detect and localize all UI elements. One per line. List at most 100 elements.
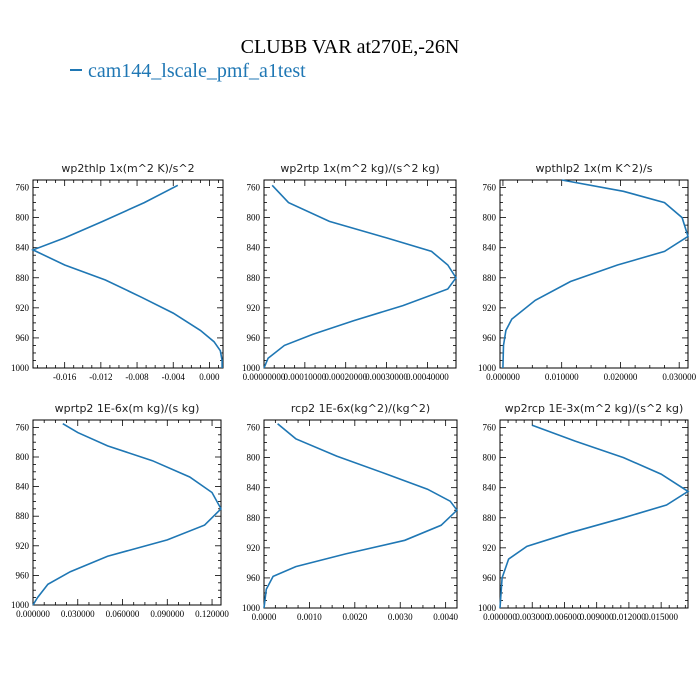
y-tick-label: 1000 [478,363,497,373]
y-tick-label: 880 [483,513,497,523]
y-tick-label: 920 [483,543,497,553]
x-tick-label: 0.000000 [486,372,520,382]
plot-panel-5: rcp2 1E-6x(kg^2)/(kg^2) 760 800 840 880 920 96… [242,402,459,622]
y-tick-label: 960 [16,570,30,580]
y-tick-label: 840 [247,243,261,253]
y-tick-label: 760 [16,422,30,432]
y-tick-label: 760 [483,183,497,193]
plot-panel-4: wprtp2 1E-6x(m kg)/(s kg) 760 800 840 880 920… [11,402,229,619]
x-tick-label: -0.008 [125,372,149,382]
y-tick-label: 960 [247,333,261,343]
y-tick-label: 840 [16,243,30,253]
y-tick-label: 760 [483,423,497,433]
plot-panel-3: wpthlp2 1x(m K^2)/s 760 800 840 880 920 960 100… [478,162,697,382]
x-tick-label: 0.003000 [515,612,549,622]
y-tick-label: 840 [483,483,497,493]
y-tick-label: 960 [247,573,261,583]
y-tick-label: 1000 [478,603,497,613]
plot-frame [499,179,689,369]
plot-frame [499,419,689,609]
x-tick-label: -0.004 [162,372,186,382]
legend: cam144_lscale_pmf_a1test [70,60,306,83]
x-tick-label: 0.0020 [342,612,367,622]
y-tick-label: 800 [16,213,30,223]
y-tick-label: 1000 [11,363,30,373]
y-tick-label: 960 [16,333,30,343]
plot-frame [263,419,458,609]
y-tick-label: 1000 [242,363,261,373]
x-tick-label: 0.00020000 [324,372,367,382]
x-tick-label: 0.009000 [580,612,614,622]
x-tick-label: 0.0040 [433,612,458,622]
x-tick-label: 0.010000 [545,372,579,382]
x-tick-label: -0.016 [53,372,77,382]
y-tick-label: 880 [16,511,30,521]
panel-title: wpthlp2 1x(m K^2)/s [536,162,653,175]
series-line [32,423,222,606]
figure-title: CLUBB VAR at270E,-26N [240,36,460,58]
y-tick-label: 920 [247,303,261,313]
x-tick-label: 0.000 [199,372,220,382]
series-line [263,423,459,609]
y-tick-label: 880 [247,273,261,283]
panel-title: rcp2 1E-6x(kg^2)/(kg^2) [291,402,430,415]
x-tick-label: 0.00010000 [283,372,326,382]
y-tick-label: 800 [247,213,261,223]
panel-title: wp2rcp 1E-3x(m^2 kg)/(s^2 kg) [505,402,684,415]
x-tick-label: 0.00040000 [406,372,449,382]
x-tick-label: 0.020000 [604,372,638,382]
legend-label: cam144_lscale_pmf_a1test [88,60,306,82]
x-tick-label: 0.015000 [644,612,678,622]
x-tick-label: 0.090000 [150,609,184,619]
y-tick-label: 800 [247,453,261,463]
y-tick-label: 760 [247,423,261,433]
y-tick-label: 1000 [11,600,30,610]
panel-title: wp2rtp 1x(m^2 kg)/(s^2 kg) [280,162,439,175]
series-line [499,424,690,609]
x-tick-label: 0.012000 [612,612,646,622]
legend-line-swatch [70,69,82,72]
y-tick-label: 800 [483,453,497,463]
x-tick-label: 0.060000 [106,609,140,619]
plot-panel-6: wp2rcp 1E-3x(m^2 kg)/(s^2 kg) 760 800 840 88… [478,402,690,622]
y-tick-label: 840 [16,482,30,492]
x-tick-label: 0.030000 [61,609,95,619]
y-tick-label: 920 [247,543,261,553]
y-tick-label: 960 [483,333,497,343]
x-tick-label: 0.0010 [297,612,322,622]
y-tick-label: 760 [247,183,261,193]
panel-title: wp2thlp 1x(m^2 K)/s^2 [61,162,194,175]
y-tick-label: 1000 [242,603,261,613]
x-tick-label: 0.030000 [662,372,696,382]
x-tick-label: 0.00000000 [243,372,286,382]
y-tick-label: 840 [247,483,261,493]
y-tick-label: 920 [16,303,30,313]
plot-frame [32,179,224,369]
x-tick-label: 0.006000 [548,612,582,622]
series-line [263,184,457,369]
series-line [30,184,223,368]
x-tick-label: 0.120000 [195,609,229,619]
y-tick-label: 880 [16,273,30,283]
x-tick-label: 0.0030 [388,612,413,622]
plot-panel-2: wp2rtp 1x(m^2 kg)/(s^2 kg) 760 800 840 880 92… [242,162,457,382]
x-tick-label: 0.0000 [252,612,277,622]
y-tick-label: 840 [483,243,497,253]
x-tick-label: -0.012 [89,372,112,382]
y-tick-label: 920 [16,541,30,551]
x-tick-label: 0.00030000 [365,372,408,382]
y-tick-label: 760 [16,183,30,193]
plot-panel-1: wp2thlp 1x(m^2 K)/s^2 760 800 840 880 920 960 1… [11,162,224,382]
panel-title: wprtp2 1E-6x(m kg)/(s kg) [55,402,200,415]
x-tick-label: 0.000000 [483,612,517,622]
y-tick-label: 880 [483,273,497,283]
y-tick-label: 800 [483,213,497,223]
y-tick-label: 960 [483,573,497,583]
y-tick-label: 800 [16,452,30,462]
series-line [502,179,689,369]
x-tick-label: 0.000000 [16,609,50,619]
plot-frame [263,179,457,369]
plot-frame [32,419,222,606]
y-tick-label: 920 [483,303,497,313]
